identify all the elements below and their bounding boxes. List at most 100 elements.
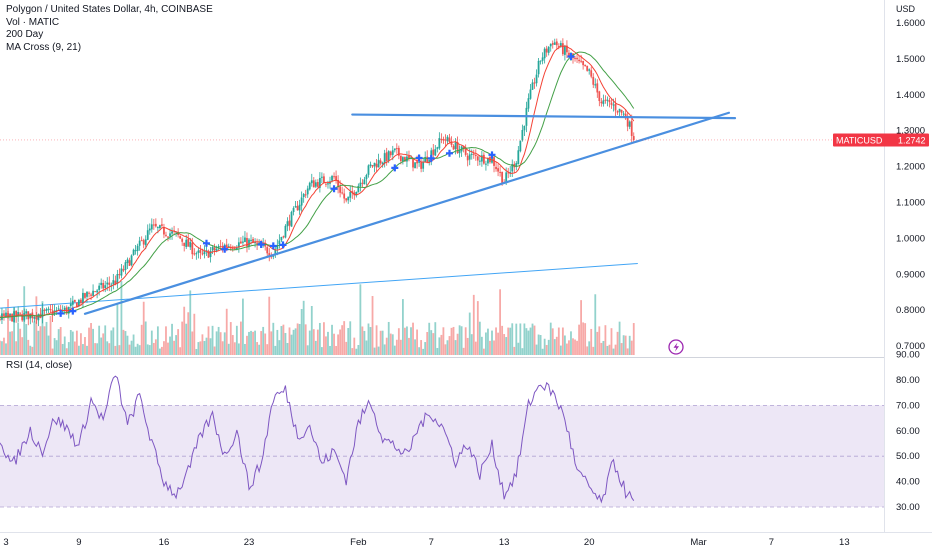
candle-body xyxy=(163,226,165,235)
candle-body xyxy=(497,168,499,172)
candle-body xyxy=(626,117,629,127)
volume-bar xyxy=(179,347,182,355)
candle-body xyxy=(250,239,252,241)
volume-bar xyxy=(128,344,131,355)
candle-body xyxy=(363,179,366,185)
candle-body xyxy=(122,269,125,271)
volume-bar xyxy=(86,345,88,355)
candle-body xyxy=(576,57,578,60)
volume-bar xyxy=(213,346,216,355)
candle-body xyxy=(618,108,621,112)
volume-bar xyxy=(244,343,246,355)
volume-bar xyxy=(549,322,552,355)
volume-bar xyxy=(195,348,198,355)
volume-bar xyxy=(351,348,354,355)
candle-body xyxy=(254,242,256,244)
volume-bar xyxy=(566,343,568,355)
volume-bar xyxy=(395,339,398,355)
ma-slow-line xyxy=(0,51,635,319)
volume-bar xyxy=(515,323,518,355)
candle-body xyxy=(314,182,317,187)
volume-bar xyxy=(331,324,333,355)
candle-body xyxy=(543,48,546,59)
volume-bar xyxy=(442,327,445,355)
volume-bar xyxy=(624,335,627,355)
candle-body xyxy=(539,60,542,62)
legend-ma-cross[interactable]: MA Cross (9, 21) xyxy=(6,41,82,53)
volume-bar xyxy=(80,333,82,355)
rsi-legend[interactable]: RSI (14, close) xyxy=(6,360,73,371)
volume-bar xyxy=(430,330,433,355)
legend-title[interactable]: Polygon / United States Dollar, 4h, COIN… xyxy=(6,4,213,15)
volume-bar xyxy=(596,331,599,355)
price-tick-label: 1.0000 xyxy=(896,233,925,244)
volume-bar xyxy=(381,330,384,355)
candle-body xyxy=(258,242,261,244)
ma-fast-line xyxy=(0,45,635,318)
candle-body xyxy=(375,163,378,168)
candle-body xyxy=(90,294,92,296)
volume-bar xyxy=(454,340,457,355)
volume-bar xyxy=(280,326,283,355)
candle-body xyxy=(136,245,139,252)
legend-ma200[interactable]: 200 Day xyxy=(6,29,44,40)
candle-body xyxy=(604,99,607,101)
volume-bar xyxy=(98,325,101,355)
volume-bar xyxy=(102,333,105,355)
candle-body xyxy=(440,139,443,141)
candle-body xyxy=(84,293,86,298)
candle-body xyxy=(333,176,335,178)
volume-bar xyxy=(359,284,362,355)
volume-bar xyxy=(71,331,74,355)
candle-body xyxy=(452,145,455,150)
candle-body xyxy=(335,176,337,182)
volume-bar xyxy=(379,330,382,355)
volume-bar xyxy=(191,331,194,355)
candle-body xyxy=(124,262,127,270)
candle-body xyxy=(33,317,36,319)
candle-body xyxy=(414,162,416,169)
time-tick-label: Feb xyxy=(350,537,366,548)
volume-bar xyxy=(444,344,447,355)
candle-body xyxy=(620,109,623,113)
candle-body xyxy=(221,245,224,249)
candle-body xyxy=(248,239,250,247)
volume-bar xyxy=(628,335,631,355)
volume-bar xyxy=(440,334,443,355)
volume-bar xyxy=(468,312,471,355)
volume-bar xyxy=(489,340,491,355)
volume-bar xyxy=(485,332,487,355)
volume-bar xyxy=(262,326,265,355)
volume-bar xyxy=(146,344,149,355)
candle-body xyxy=(339,186,342,193)
candle-body xyxy=(284,225,287,238)
candle-body xyxy=(395,148,398,150)
volume-bar xyxy=(268,296,271,355)
candle-body xyxy=(574,57,576,59)
candle-body xyxy=(418,161,420,163)
volume-bar xyxy=(217,326,220,355)
ma-cross-marker xyxy=(269,242,277,250)
volume-bar xyxy=(126,335,129,355)
volume-bar xyxy=(161,346,163,355)
ma-cross-marker xyxy=(221,245,229,253)
legend-volume[interactable]: Vol · MATIC xyxy=(6,16,60,28)
volume-bar xyxy=(92,328,94,355)
candle-body xyxy=(43,309,46,311)
candle-body xyxy=(128,260,131,266)
candle-body xyxy=(75,302,78,308)
volume-bar xyxy=(19,328,22,355)
candle-body xyxy=(268,253,271,256)
rsi-tick-label: 90.00 xyxy=(896,350,920,361)
candle-body xyxy=(110,284,113,286)
price-tick-label: 1.6000 xyxy=(896,18,925,29)
ma-cross-marker xyxy=(567,52,575,60)
candle-body xyxy=(7,312,9,317)
candle-body xyxy=(464,148,467,155)
candle-body xyxy=(49,309,52,311)
candle-body xyxy=(391,150,394,155)
candle-body xyxy=(596,83,599,93)
candle-body xyxy=(104,285,107,289)
volume-bar xyxy=(349,321,352,355)
